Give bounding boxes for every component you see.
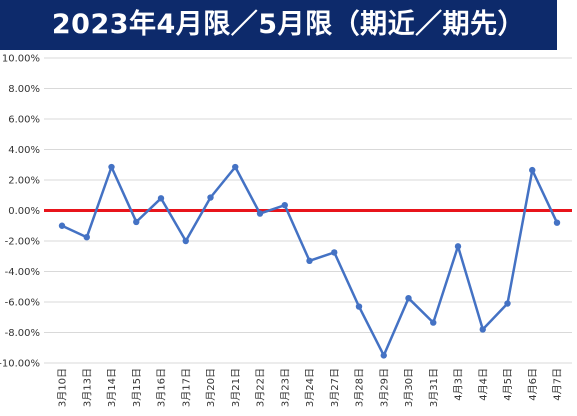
data-point <box>479 326 486 333</box>
y-tick-label: -10.00% <box>0 359 40 370</box>
y-tick-label: 4.00% <box>8 145 40 156</box>
title-accent <box>557 0 577 50</box>
data-point <box>232 163 239 171</box>
data-point <box>108 163 115 171</box>
y-tick-label: 6.00% <box>8 115 40 126</box>
data-point <box>281 201 288 209</box>
data-point <box>256 210 264 217</box>
chart-title: 2023年4月限／5月限（期近／期先） <box>51 9 526 40</box>
data-point <box>133 218 140 226</box>
x-tick-label: 3月10日 <box>57 368 69 407</box>
data-point <box>58 222 66 229</box>
y-tick-label: 0.00% <box>8 206 40 217</box>
data-point <box>355 303 363 310</box>
series-layer <box>58 163 561 359</box>
x-tick-label: 4月3日 <box>453 368 465 401</box>
x-tick-label: 3月27日 <box>329 368 341 407</box>
x-tick-label: 3月22日 <box>255 368 267 407</box>
x-tick-label: 3月23日 <box>279 368 291 407</box>
x-tick-label: 3月28日 <box>354 368 366 407</box>
y-tick-label: 10.00% <box>2 54 40 65</box>
title-bar <box>0 0 577 50</box>
data-point <box>83 233 90 241</box>
x-axis-ticks: 3月10日 3月13日 3月14日 3月15日 3月16日 3月17日 3月20日 3月21日… <box>57 368 564 407</box>
data-point <box>306 257 313 265</box>
x-tick-label: 4月4日 <box>477 368 489 401</box>
x-tick-label: 3月31日 <box>428 368 440 407</box>
y-tick-label: -8.00% <box>5 328 40 339</box>
x-tick-label: 4月6日 <box>527 368 539 401</box>
x-tick-label: 3月15日 <box>131 368 143 407</box>
x-tick-label: 3月13日 <box>81 368 93 407</box>
x-tick-label: 3月29日 <box>378 368 390 407</box>
x-tick-label: 3月17日 <box>180 368 192 407</box>
x-tick-label: 3月14日 <box>106 368 118 407</box>
x-tick-label: 3月30日 <box>403 368 415 407</box>
x-tick-label: 4月7日 <box>552 368 564 401</box>
data-point <box>207 194 214 201</box>
data-point <box>157 195 165 202</box>
y-axis-ticks: -10.00% -8.00% -6.00% -4.00% -2.00% 0.00% 2.00… <box>0 54 40 370</box>
data-point <box>405 294 412 302</box>
x-tick-label: 3月21日 <box>230 368 242 407</box>
x-tick-label: 3月16日 <box>156 368 168 407</box>
data-point <box>182 237 189 245</box>
data-point <box>553 219 561 226</box>
y-tick-label: 2.00% <box>8 176 40 187</box>
y-tick-label: -2.00% <box>5 237 40 248</box>
data-point <box>529 166 536 174</box>
data-point <box>430 319 437 326</box>
y-tick-label: 8.00% <box>8 84 40 95</box>
x-tick-label: 3月20日 <box>205 368 217 407</box>
x-tick-label: 4月5日 <box>502 368 514 401</box>
y-tick-label: -4.00% <box>5 267 40 278</box>
data-point <box>380 352 387 359</box>
data-point <box>504 300 511 307</box>
y-tick-label: -6.00% <box>5 298 40 309</box>
data-point <box>454 243 462 250</box>
x-tick-label: 3月24日 <box>304 368 316 407</box>
data-point <box>331 249 338 256</box>
